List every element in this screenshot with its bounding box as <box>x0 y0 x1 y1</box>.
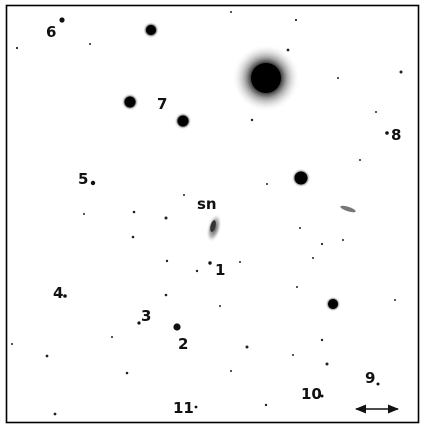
star-1 <box>208 261 212 265</box>
star-6 <box>59 17 65 23</box>
label-9: 9 <box>365 369 375 387</box>
star-core <box>177 115 189 127</box>
star-5 <box>90 180 96 186</box>
star-core <box>146 25 156 35</box>
label-11: 11 <box>173 399 194 417</box>
bright-star <box>232 44 300 112</box>
faint-field-stars <box>11 11 403 416</box>
label-4: 4 <box>53 284 63 302</box>
star-4 <box>63 294 67 298</box>
host-galaxy <box>206 213 222 243</box>
label-sn: sn <box>197 195 217 213</box>
star-core <box>328 299 338 309</box>
star-8 <box>385 131 389 135</box>
label-7: 7 <box>157 95 167 113</box>
star-3 <box>137 321 141 325</box>
edge-on-galaxy <box>340 205 356 213</box>
label-2: 2 <box>178 335 188 353</box>
star-9 <box>376 382 380 386</box>
star-11 <box>194 405 198 409</box>
label-3: 3 <box>141 307 151 325</box>
star-2 <box>173 323 181 331</box>
label-10: 10 <box>301 385 322 403</box>
chart-frame <box>5 4 420 424</box>
star-10 <box>320 394 324 398</box>
star-core <box>294 171 308 185</box>
label-5: 5 <box>78 170 88 188</box>
label-8: 8 <box>391 126 401 144</box>
star-core <box>124 96 136 108</box>
label-6: 6 <box>46 23 56 41</box>
label-1: 1 <box>215 261 225 279</box>
